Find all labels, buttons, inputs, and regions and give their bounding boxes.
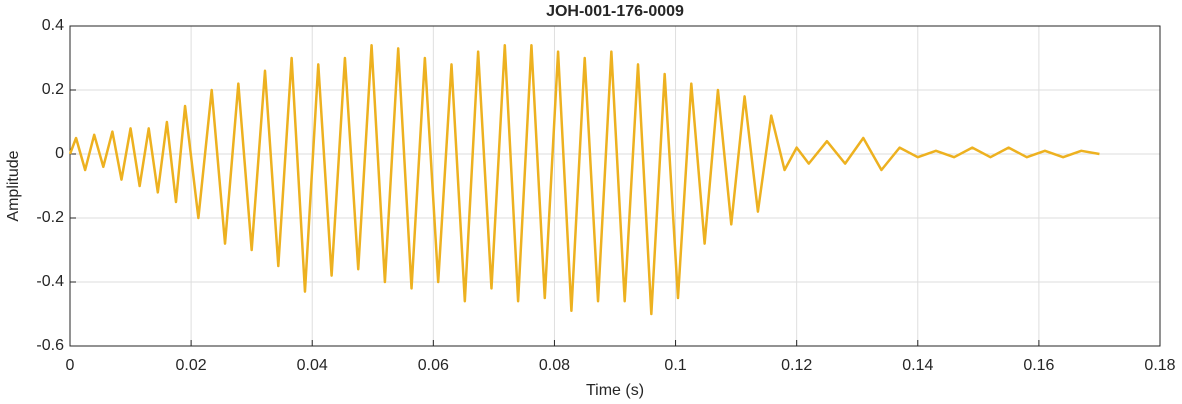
y-tick-label: 0.2 bbox=[42, 81, 64, 98]
x-tick-label: 0.14 bbox=[902, 357, 933, 374]
x-tick-label: 0.18 bbox=[1144, 357, 1175, 374]
waveform-line bbox=[68, 43, 1100, 316]
chart-title: JOH-001-176-0009 bbox=[546, 3, 684, 20]
y-tick-label: 0.4 bbox=[42, 17, 64, 34]
x-axis-label: Time (s) bbox=[586, 382, 644, 399]
x-tick-label: 0.08 bbox=[539, 357, 570, 374]
x-tick-label: 0.12 bbox=[781, 357, 812, 374]
x-tick-label: 0.06 bbox=[418, 357, 449, 374]
y-tick-label: 0 bbox=[55, 145, 64, 162]
y-tick-label: -0.4 bbox=[36, 273, 64, 290]
y-axis-label: Amplitude bbox=[5, 150, 22, 221]
plot-frame bbox=[69, 25, 1161, 347]
x-tick-label: 0.04 bbox=[297, 357, 328, 374]
x-tick-label: 0 bbox=[66, 357, 75, 374]
x-tick-label: 0.1 bbox=[664, 357, 686, 374]
y-tick-label: -0.2 bbox=[36, 209, 64, 226]
x-tick-label: 0.02 bbox=[176, 357, 207, 374]
x-tick-label: 0.16 bbox=[1023, 357, 1054, 374]
y-tick-label: -0.6 bbox=[36, 337, 64, 354]
